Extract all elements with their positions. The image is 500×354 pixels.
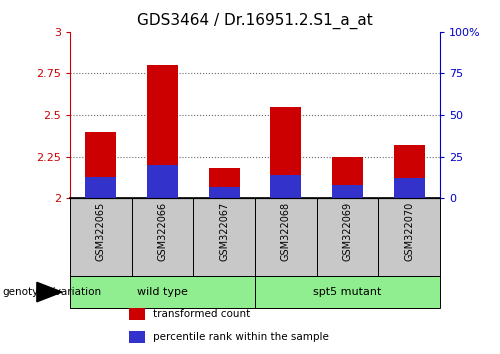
Bar — [194, 198, 255, 276]
Text: wild type: wild type — [137, 287, 188, 297]
Text: GSM322067: GSM322067 — [219, 202, 229, 261]
Text: percentile rank within the sample: percentile rank within the sample — [154, 332, 330, 342]
Bar — [70, 198, 132, 276]
Bar — [270, 107, 301, 198]
Text: spt5 mutant: spt5 mutant — [314, 287, 382, 297]
Bar — [378, 198, 440, 276]
Bar — [255, 276, 440, 308]
Bar — [394, 145, 424, 198]
Text: GSM322069: GSM322069 — [342, 202, 352, 261]
Bar — [147, 65, 178, 198]
Bar — [316, 198, 378, 276]
Bar — [86, 132, 116, 198]
Bar — [86, 177, 116, 198]
Bar — [129, 331, 144, 343]
Text: GSM322065: GSM322065 — [96, 202, 106, 261]
Text: transformed count: transformed count — [154, 309, 250, 319]
Text: GSM322068: GSM322068 — [281, 202, 291, 261]
Bar — [270, 175, 301, 198]
Bar — [129, 308, 144, 320]
Bar — [132, 198, 194, 276]
Text: GSM322066: GSM322066 — [158, 202, 168, 261]
Bar — [209, 168, 240, 198]
Polygon shape — [37, 282, 62, 302]
Bar — [255, 198, 316, 276]
Text: GSM322070: GSM322070 — [404, 202, 414, 261]
Bar — [209, 187, 240, 198]
Bar — [394, 178, 424, 198]
Title: GDS3464 / Dr.16951.2.S1_a_at: GDS3464 / Dr.16951.2.S1_a_at — [137, 13, 373, 29]
Text: genotype/variation: genotype/variation — [2, 287, 102, 297]
Bar — [332, 156, 363, 198]
Bar — [70, 276, 255, 308]
Bar — [147, 165, 178, 198]
Bar — [332, 185, 363, 198]
